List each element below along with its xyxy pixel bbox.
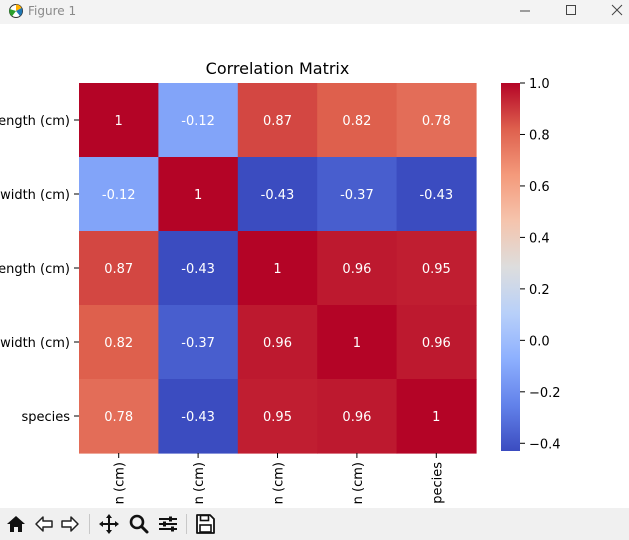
forward-icon — [61, 516, 79, 532]
y-tick-label: ength (cm) — [0, 114, 70, 129]
configure-subplots-icon — [159, 516, 177, 532]
x-tick-label: n (cm) — [192, 462, 207, 504]
home-icon — [7, 516, 25, 532]
heatmap-cell — [158, 83, 239, 158]
colorbar-tick-label: 0.6 — [529, 180, 550, 195]
heatmap-cell — [317, 231, 398, 306]
heatmap-cell — [79, 231, 159, 306]
heatmap-cell — [396, 157, 477, 232]
heatmap-cell — [396, 379, 477, 454]
heatmap-cell — [396, 83, 477, 158]
cell-annotation: 0.95 — [263, 410, 292, 425]
pan-icon — [99, 514, 119, 534]
maximize-icon — [566, 5, 576, 15]
heatmap-cell — [158, 157, 239, 232]
home-button[interactable] — [3, 512, 29, 536]
cell-annotation: -0.43 — [181, 262, 215, 277]
x-tick-label: n (cm) — [113, 462, 128, 504]
heatmap-cell — [79, 379, 159, 454]
cell-annotation: -0.37 — [340, 188, 374, 203]
colorbar-tick-label: −0.4 — [529, 437, 561, 452]
cell-annotation: -0.12 — [102, 188, 136, 203]
heatmap-cell — [237, 231, 318, 306]
cell-annotation: 0.82 — [104, 336, 133, 351]
heatmap-cell — [317, 83, 398, 158]
chart-title: Correlation Matrix — [206, 59, 350, 78]
heatmap-cell — [317, 157, 398, 232]
back-icon — [35, 516, 53, 532]
close-icon — [611, 4, 623, 16]
heatmap-cell — [79, 83, 159, 158]
configure-subplots-button[interactable] — [155, 512, 181, 536]
maximize-button[interactable] — [548, 0, 594, 24]
colorbar-tick-label: 1.0 — [529, 77, 550, 92]
figure-canvas: Correlation Matrix 1 -0.12 0.87 0.82 0.78 -0.1… — [0, 24, 629, 508]
cell-annotation: 1 — [194, 188, 202, 203]
heatmap-cell — [79, 157, 159, 232]
toolbar-separator — [89, 514, 90, 534]
colorbar-tick-label: 0.0 — [529, 334, 550, 349]
window-title: Figure 1 — [28, 4, 77, 18]
colorbar-tick-label: 0.2 — [529, 283, 550, 298]
cell-annotation: 1 — [273, 262, 281, 277]
cell-annotation: -0.37 — [181, 336, 215, 351]
toolbar-separator — [186, 514, 187, 534]
cell-annotation: 0.95 — [422, 262, 451, 277]
minimize-button[interactable] — [502, 0, 548, 24]
heatmap-cell — [317, 379, 398, 454]
x-tick-label: n (cm) — [351, 462, 366, 504]
heatmap-cell — [396, 305, 477, 380]
heatmap-cell — [237, 157, 318, 232]
cell-annotation: -0.43 — [261, 188, 295, 203]
matplotlib-icon — [9, 4, 23, 18]
heatmap-cell — [396, 231, 477, 306]
heatmap-cell — [158, 231, 239, 306]
heatmap-cell — [158, 379, 239, 454]
heatmap-cell — [237, 305, 318, 380]
back-button[interactable] — [31, 512, 57, 536]
navigation-toolbar — [0, 508, 629, 540]
correlation-heatmap-chart: Correlation Matrix 1 -0.12 0.87 0.82 0.78 -0.1… — [0, 59, 561, 504]
cell-annotation: -0.43 — [419, 188, 453, 203]
cell-annotation: 0.96 — [263, 336, 292, 351]
x-tick-label: n (cm) — [272, 462, 287, 504]
heatmap-cell — [79, 305, 159, 380]
colorbar-tick-label: −0.2 — [529, 386, 561, 401]
cell-annotation: 0.96 — [342, 262, 371, 277]
cell-annotation: 0.87 — [104, 262, 133, 277]
x-tick-label: pecies — [430, 462, 445, 504]
cell-annotation: -0.12 — [181, 114, 215, 129]
heatmap-cell — [237, 379, 318, 454]
cell-annotation: 0.87 — [263, 114, 292, 129]
y-tick-label: width (cm) — [0, 188, 70, 203]
cell-annotation: 1 — [115, 114, 123, 129]
minimize-icon — [520, 10, 530, 12]
save-button[interactable] — [192, 512, 218, 536]
window-titlebar: Figure 1 — [0, 0, 629, 24]
y-tick-label: width (cm) — [0, 336, 70, 351]
cell-annotation: 0.82 — [342, 114, 371, 129]
zoom-button[interactable] — [126, 512, 152, 536]
colorbar — [501, 83, 520, 451]
save-icon — [196, 514, 215, 534]
cell-annotation: 0.96 — [422, 336, 451, 351]
close-button[interactable] — [594, 0, 629, 24]
pan-button[interactable] — [96, 512, 122, 536]
colorbar-tick-label: 0.8 — [529, 128, 550, 143]
heatmap-cell — [237, 83, 318, 158]
colorbar-tick-label: 0.4 — [529, 231, 550, 246]
heatmap-cell — [158, 305, 239, 380]
cell-annotation: -0.43 — [181, 410, 215, 425]
y-tick-label: ength (cm) — [0, 262, 70, 277]
cell-annotation: 0.96 — [342, 410, 371, 425]
zoom-icon — [129, 514, 149, 534]
heatmap-cell — [317, 305, 398, 380]
cell-annotation: 0.78 — [422, 114, 451, 129]
cell-annotation: 0.78 — [104, 410, 133, 425]
cell-annotation: 1 — [353, 336, 361, 351]
y-tick-label: species — [21, 410, 70, 425]
forward-button[interactable] — [57, 512, 83, 536]
cell-annotation: 1 — [432, 410, 440, 425]
